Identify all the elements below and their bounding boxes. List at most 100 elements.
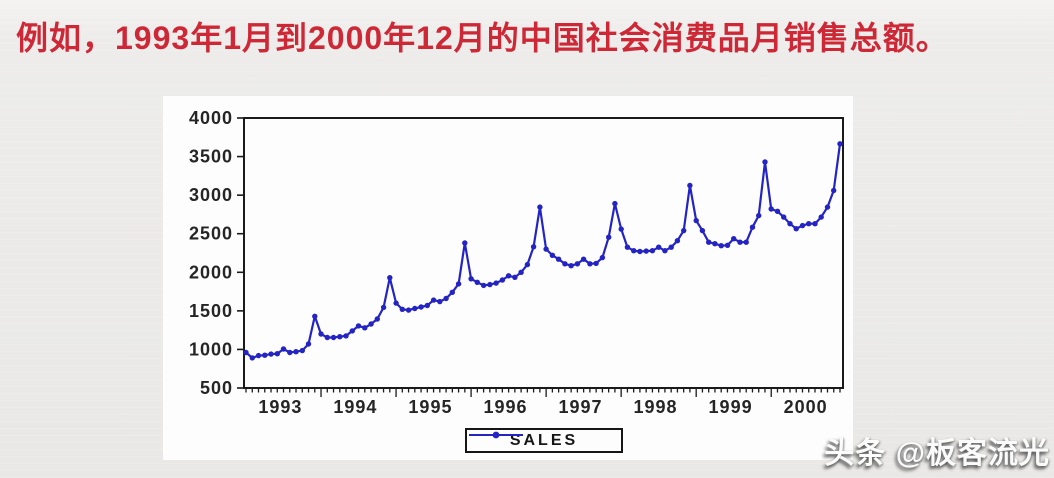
data-point-marker [443,295,449,302]
x-axis-tick-label: 1997 [558,397,602,417]
y-axis-tick-label: 500 [200,378,233,398]
data-point-marker [774,208,781,214]
data-point-marker [687,182,693,189]
sales-line-chart: 500 1000 1500 2000 2500 3000 3500 4000 1993 1994 1… [189,108,844,417]
data-point-marker [762,159,768,165]
data-point-marker [712,241,718,247]
data-point-marker [305,341,312,347]
data-point-marker [549,252,556,258]
data-point-marker [599,254,606,261]
data-point-marker [462,240,468,246]
x-axis-tick-label: 1996 [483,397,527,417]
y-axis-tick-label: 2500 [189,224,233,244]
data-point-marker [474,279,480,285]
data-point-marker [405,307,412,313]
data-point-marker [824,204,831,210]
data-point-marker [324,334,330,341]
data-point-marker [737,239,743,245]
legend-label: SALES [509,431,579,449]
data-point-marker [255,352,262,359]
data-point-marker [368,321,374,327]
data-point-marker [393,300,399,306]
data-point-marker [349,328,355,334]
data-point-marker [749,224,756,230]
data-point-marker [293,349,299,355]
data-point-marker [524,261,531,268]
data-point-marker [743,239,749,245]
data-point-marker [343,333,349,339]
data-point-marker [518,269,524,275]
data-point-marker [793,226,799,232]
data-point-marker [274,351,280,357]
data-point-marker [487,281,493,288]
data-point-marker [662,248,668,254]
data-point-marker [618,226,624,232]
data-point-marker [312,313,318,319]
data-point-marker [806,221,812,227]
data-point-marker [831,187,837,194]
data-point-marker [637,248,643,255]
data-point-marker [724,242,731,248]
y-axis-tick-label: 1500 [189,301,233,321]
data-point-marker [649,248,656,254]
data-point-marker [249,355,255,361]
data-point-marker [668,244,674,250]
data-point-marker [693,217,699,224]
data-point-marker [631,248,637,254]
data-point-marker [387,275,393,281]
data-point-marker [612,200,618,207]
data-point-marker [299,347,305,354]
y-axis-tick-label: 2000 [189,262,233,282]
data-point-marker [756,212,762,219]
data-point-marker [505,273,512,279]
data-point-marker [624,244,631,250]
y-axis-tick-label: 4000 [189,108,233,128]
data-point-marker [718,243,724,249]
data-point-marker [330,334,337,341]
x-axis-tick-label: 1998 [634,397,678,417]
data-point-marker [493,280,499,286]
data-point-marker [449,289,455,295]
data-point-marker [287,349,293,356]
data-point-marker [380,304,387,311]
data-point-marker [731,236,737,242]
data-point-marker [706,239,712,245]
data-point-marker [530,244,537,250]
data-point-marker [587,261,593,267]
y-axis-tick-label: 3000 [189,185,233,205]
data-point-marker [812,221,818,227]
x-axis-tick-label: 1993 [258,397,302,417]
data-point-marker [437,298,443,305]
data-point-marker [818,214,824,220]
data-point-marker [262,352,268,358]
data-point-marker [656,244,662,250]
data-point-marker [674,238,681,244]
data-point-marker [837,141,843,147]
legend-line-marker-icon [469,431,523,439]
slide-title: 例如，1993年1月到2000年12月的中国社会消费品月销售总额。 [16,20,949,56]
data-point-marker [455,281,462,287]
data-point-marker [399,306,405,312]
data-point-marker [362,325,368,331]
data-point-marker [562,261,568,267]
data-point-marker [337,334,343,340]
data-point-marker [787,221,793,227]
plot-frame [243,117,844,389]
sales-series-line [244,142,842,359]
data-point-marker [681,227,687,234]
legend-box: SALES [465,428,623,453]
data-point-marker [643,248,649,254]
data-point-marker [424,302,430,309]
data-point-marker [699,227,706,234]
data-point-marker [781,214,787,220]
data-point-marker [418,304,424,310]
data-point-marker [268,351,274,357]
data-point-marker [537,204,543,210]
data-point-marker [430,297,437,303]
data-point-marker [593,260,599,267]
data-point-marker [499,277,506,283]
data-point-marker [243,349,249,356]
data-point-marker [280,346,287,352]
x-axis-tick-label: 1994 [333,397,377,417]
x-axis-tick-label: 1995 [408,397,452,417]
